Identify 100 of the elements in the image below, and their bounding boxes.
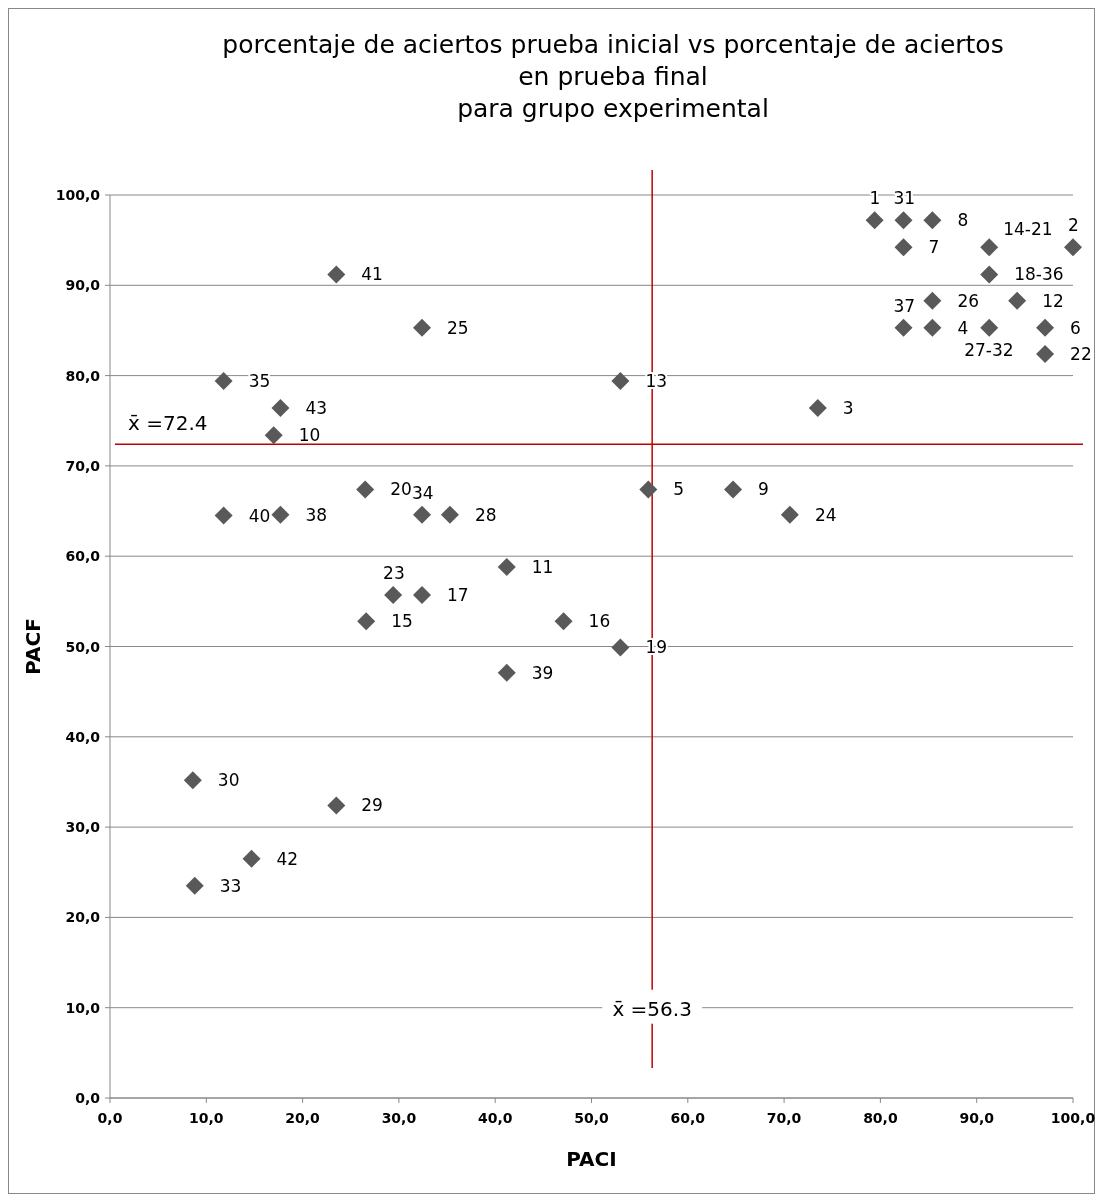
annotation: 11 [531, 557, 554, 578]
annotation: 24 [814, 504, 837, 525]
point [327, 265, 346, 284]
point [780, 505, 799, 524]
annotation: 8 [957, 210, 969, 231]
point [865, 211, 884, 230]
point [497, 558, 516, 577]
annotation: 2 [1068, 215, 1079, 236]
x-tick-label: 50,0 [574, 1110, 610, 1126]
point [923, 318, 942, 337]
annotation: 1 [869, 188, 881, 209]
point [611, 638, 630, 657]
point [894, 318, 913, 337]
y-tick-label: 50,0 [65, 638, 101, 655]
annotation: 17 [447, 585, 469, 606]
annotation: 26 [957, 290, 980, 311]
point [327, 796, 346, 815]
annotation: 12 [1042, 290, 1064, 311]
annotation: 3 [842, 398, 854, 419]
point [611, 372, 630, 391]
annotation: 31 [893, 188, 916, 209]
y-tick-label: 20,0 [65, 909, 101, 926]
point [1036, 318, 1055, 337]
x-tick-label: 40,0 [477, 1110, 513, 1126]
point [639, 480, 658, 499]
y-tick-label: 100,0 [55, 187, 101, 203]
point [413, 586, 432, 605]
x-axis-title: PACI [566, 1147, 617, 1171]
annotation: 18-36 [1014, 264, 1064, 285]
annotation: 35 [248, 371, 271, 392]
point [894, 238, 913, 257]
x-tick-label: 100,0 [1050, 1110, 1096, 1126]
point [271, 399, 290, 418]
annotation: 43 [305, 398, 328, 419]
point [356, 480, 375, 499]
point [497, 663, 516, 682]
y-tick-label: 90,0 [65, 277, 101, 294]
annotation: 14-21 [1003, 219, 1053, 240]
annotation: 10 [298, 425, 321, 446]
point [1064, 238, 1082, 257]
annotation: 9 [758, 479, 769, 500]
annotation: 7 [928, 237, 940, 258]
annotation: 33 [219, 875, 242, 896]
point [384, 586, 403, 605]
y-tick-label: 60,0 [65, 548, 101, 565]
x-tick-label: 10,0 [189, 1110, 224, 1126]
annotation: 29 [361, 795, 383, 816]
point [980, 318, 999, 337]
ref-line-label: x̄ =72.4 [128, 411, 208, 436]
point [440, 505, 459, 524]
y-axis-title: PACF [21, 618, 45, 675]
point [980, 238, 999, 257]
point [1036, 344, 1055, 363]
annotation: 30 [217, 770, 240, 791]
x-tick-label: 30,0 [381, 1110, 417, 1126]
point [413, 318, 432, 337]
point [185, 876, 204, 895]
y-tick-label: 30,0 [65, 819, 101, 836]
point [923, 211, 942, 230]
point [808, 399, 827, 418]
point [271, 505, 290, 524]
point [183, 771, 202, 790]
annotation: 5 [673, 479, 685, 500]
x-tick-label: 20,0 [285, 1110, 321, 1126]
annotation: 39 [531, 662, 554, 683]
annotation: 4 [957, 317, 969, 338]
y-tick-label: 40,0 [65, 728, 101, 745]
point [1008, 291, 1027, 310]
point [214, 506, 233, 525]
point [724, 480, 743, 499]
annotation: 38 [305, 504, 328, 525]
point [894, 211, 913, 230]
chart-title: porcentaje de aciertos prueba inicial vs porcentaje de aciertos en prueba final para grupo experimental [222, 30, 1004, 123]
ref-line-label: x̄ =56.3 [612, 996, 692, 1021]
y-tick-label: 70,0 [65, 457, 101, 474]
point [923, 291, 942, 310]
annotation: 22 [1070, 343, 1092, 364]
annotation: 25 [447, 317, 469, 338]
x-tick-label: 90,0 [959, 1110, 995, 1126]
annotation: 23 [383, 563, 405, 584]
x-tick-label: 0,0 [97, 1110, 123, 1126]
annotation: 15 [391, 611, 413, 632]
x-tick-label: 80,0 [863, 1110, 898, 1126]
x-tick-label: 60,0 [670, 1110, 706, 1126]
point [357, 612, 376, 631]
annotation: 6 [1070, 317, 1081, 338]
y-tick-label: 80,0 [65, 367, 101, 384]
point [214, 372, 233, 391]
point [242, 849, 261, 868]
annotation: 34 [412, 482, 434, 503]
x-tick-label: 70,0 [766, 1110, 802, 1126]
annotation: 42 [276, 848, 299, 869]
point [980, 265, 999, 284]
point [413, 505, 432, 524]
annotation: 16 [588, 611, 611, 632]
y-tick-label: 10,0 [65, 999, 101, 1016]
y-tick-label: 0,0 [75, 1090, 101, 1106]
annotation: 27-32 [964, 339, 1014, 360]
annotation: 40 [248, 505, 271, 526]
point [554, 612, 573, 631]
